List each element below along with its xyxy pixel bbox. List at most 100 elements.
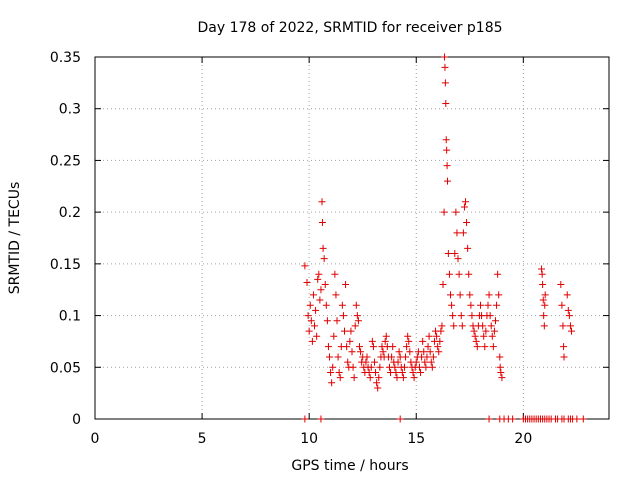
data-point	[471, 332, 479, 340]
data-point	[346, 337, 354, 345]
data-point	[426, 348, 434, 356]
data-point	[509, 415, 517, 423]
data-point	[558, 301, 566, 309]
y-tick-label: 0.3	[59, 102, 81, 118]
data-point	[332, 291, 340, 299]
data-point	[423, 353, 431, 361]
data-point	[573, 415, 581, 423]
data-point	[477, 301, 484, 309]
data-point	[368, 337, 376, 345]
data-point	[399, 374, 407, 382]
data-point	[389, 343, 397, 351]
data-point	[379, 348, 387, 356]
data-point	[427, 358, 435, 366]
data-point	[329, 363, 337, 371]
data-point	[498, 374, 506, 382]
data-point	[539, 281, 547, 289]
data-point	[415, 363, 423, 371]
data-point	[362, 358, 370, 366]
data-point	[445, 270, 453, 278]
data-point	[496, 353, 504, 361]
data-point	[473, 343, 481, 351]
data-point	[344, 358, 352, 366]
data-point	[303, 278, 311, 286]
data-point	[348, 348, 356, 356]
data-point	[464, 244, 472, 252]
data-point	[396, 415, 404, 423]
data-point	[420, 348, 428, 356]
data-point	[563, 291, 571, 299]
data-point	[442, 136, 450, 144]
data-point	[388, 353, 396, 361]
data-point	[402, 353, 410, 361]
data-point	[451, 250, 459, 258]
data-point	[341, 327, 349, 335]
data-point	[443, 146, 451, 154]
data-point	[434, 343, 442, 351]
data-point	[557, 281, 565, 289]
data-point	[315, 270, 323, 278]
data-point	[441, 79, 449, 87]
data-point	[311, 322, 319, 330]
data-point	[350, 374, 358, 382]
data-point	[433, 332, 441, 340]
data-point	[363, 353, 371, 361]
data-point	[456, 291, 464, 299]
data-point	[538, 265, 546, 273]
data-point	[342, 281, 350, 289]
data-point	[404, 332, 412, 340]
data-point	[370, 358, 378, 366]
data-point	[468, 312, 476, 320]
data-point	[450, 322, 458, 330]
data-point	[491, 317, 499, 325]
data-point	[560, 343, 568, 351]
data-point	[540, 322, 548, 330]
data-point	[564, 306, 572, 314]
axis-ticks	[94, 56, 609, 420]
data-point	[419, 337, 427, 345]
data-point	[338, 301, 346, 309]
data-point	[309, 291, 317, 299]
data-point	[559, 322, 567, 330]
data-point	[412, 358, 420, 366]
data-point	[494, 270, 502, 278]
data-point	[462, 198, 470, 206]
data-point	[481, 343, 489, 351]
data-point	[382, 332, 390, 340]
x-axis-label: GPS time / hours	[291, 458, 408, 474]
data-point	[395, 348, 403, 356]
data-point	[327, 368, 335, 376]
x-tick-label: 10	[300, 431, 318, 447]
data-point	[444, 177, 452, 185]
data-point	[321, 281, 329, 289]
y-tick-label: 0	[72, 412, 81, 428]
data-point	[335, 368, 343, 376]
data-point	[443, 162, 451, 170]
data-point	[373, 379, 381, 387]
data-point	[442, 100, 450, 108]
data-point	[376, 363, 384, 371]
data-point	[459, 229, 467, 237]
data-point	[314, 275, 322, 283]
data-point	[323, 317, 331, 325]
data-point	[560, 353, 568, 361]
data-point	[308, 337, 316, 345]
data-point	[466, 291, 474, 299]
data-point	[355, 343, 363, 351]
data-point	[472, 337, 480, 345]
data-point	[307, 317, 315, 325]
data-point	[333, 317, 341, 325]
data-point	[439, 281, 447, 289]
y-axis-label: SRMTID / TECUs	[7, 182, 23, 295]
data-point	[322, 301, 330, 309]
data-point	[347, 327, 355, 335]
data-point	[349, 363, 357, 371]
data-point	[437, 327, 445, 335]
data-point	[400, 363, 408, 371]
data-point	[366, 374, 374, 382]
data-point	[541, 291, 549, 299]
data-point	[444, 250, 452, 258]
data-point	[460, 203, 468, 211]
data-point	[463, 218, 471, 226]
